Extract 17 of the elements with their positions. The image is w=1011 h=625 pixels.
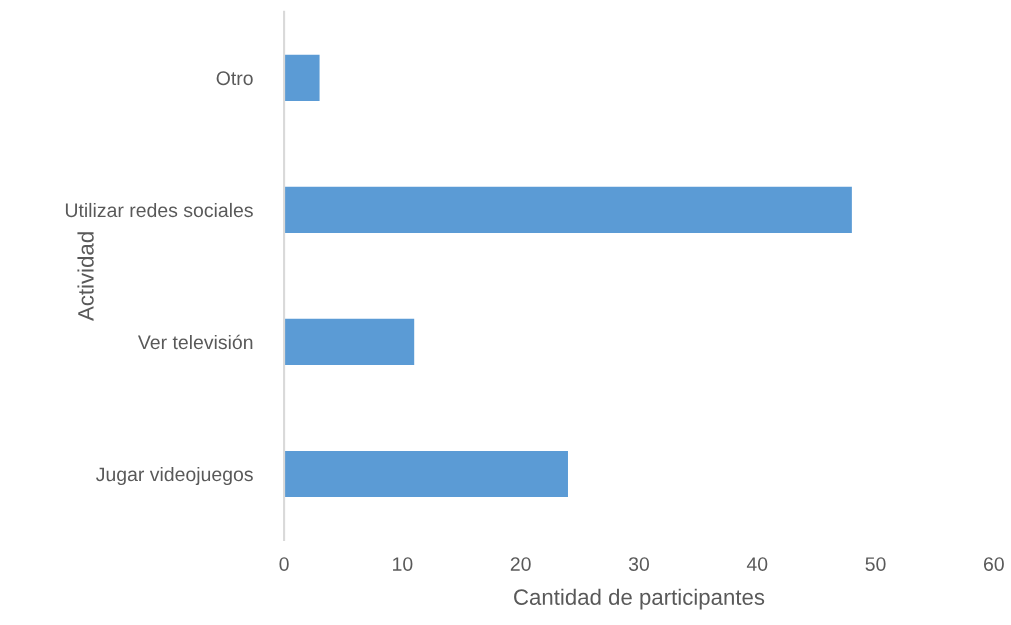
bar	[284, 450, 568, 498]
y-tick-label: Jugar videojuegos	[96, 466, 253, 486]
x-tick-label: 0	[279, 557, 289, 571]
y-tick-label: Utilizar redes sociales	[65, 202, 253, 218]
x-tick-label: 60	[983, 557, 1004, 571]
x-tick-label: 40	[746, 557, 768, 571]
bar	[284, 186, 852, 234]
bar	[284, 318, 415, 366]
bar	[284, 54, 320, 101]
x-tick-label: 30	[628, 557, 650, 571]
x-axis-title: Cantidad de participantes	[514, 588, 765, 610]
x-tick-label: 10	[393, 557, 413, 571]
x-tick-label: 50	[865, 557, 886, 571]
y-axis-title: Actividad	[77, 232, 94, 321]
y-tick-label: Otro	[216, 71, 253, 86]
x-tick-label: 20	[510, 557, 531, 571]
y-tick-label: Ver televisión	[137, 334, 253, 350]
